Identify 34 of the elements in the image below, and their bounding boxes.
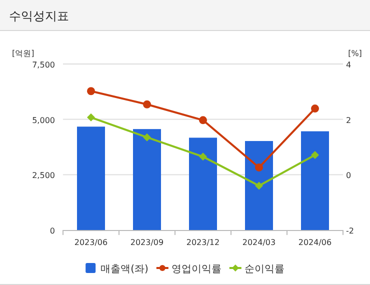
chart-title: 수익성지표 xyxy=(9,9,69,23)
y2-tick-label: 2 xyxy=(346,116,352,125)
legend-label: 순이익률 xyxy=(244,264,284,275)
point xyxy=(87,87,95,96)
y2-tick-label: -2 xyxy=(346,226,354,236)
bar xyxy=(77,126,105,230)
y-tick-label: 2,500 xyxy=(32,171,55,180)
point xyxy=(255,163,263,172)
x-tick-label: 2023/06 xyxy=(74,238,108,247)
bar xyxy=(245,141,273,230)
point xyxy=(143,133,151,142)
point xyxy=(255,182,263,190)
y-tick-label: 7,500 xyxy=(32,60,55,70)
x-tick-label: 2023/09 xyxy=(130,238,164,247)
point xyxy=(199,152,207,161)
legend-label: 영업이익률 xyxy=(171,264,222,275)
bar xyxy=(301,131,329,230)
point xyxy=(87,113,95,122)
point xyxy=(143,100,151,108)
y2-axis-title: [%] xyxy=(348,49,362,58)
point xyxy=(311,104,319,113)
y2-tick-label: 0 xyxy=(346,171,352,180)
y2-tick-label: 4 xyxy=(346,60,352,70)
bar xyxy=(189,138,217,230)
point xyxy=(199,116,207,124)
x-tick-label: 2023/12 xyxy=(186,238,220,247)
y-tick-label: 5,000 xyxy=(32,116,55,125)
legend-label: 매출액(좌) xyxy=(100,264,148,275)
y-tick-label: 0 xyxy=(50,226,55,236)
bar xyxy=(133,129,161,230)
point xyxy=(311,151,319,160)
x-tick-label: 2024/03 xyxy=(242,238,276,247)
x-tick-label: 2024/06 xyxy=(298,238,332,247)
y-axis-title: [억원] xyxy=(12,49,34,58)
